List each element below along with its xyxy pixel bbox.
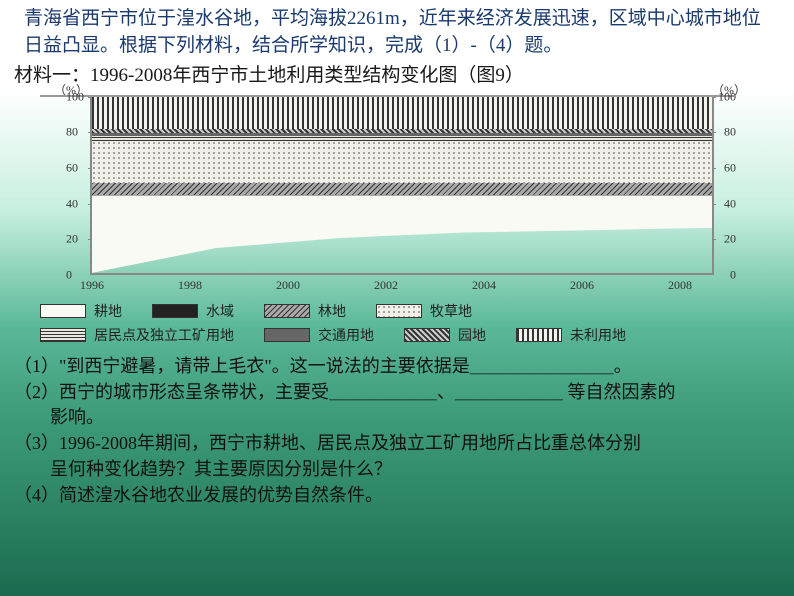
yl-100: 100	[66, 89, 84, 104]
label-unused: 未利用地	[570, 325, 626, 345]
axis-right	[712, 97, 714, 275]
legend-pasture: 牧草地	[376, 301, 472, 321]
band-pasture	[92, 141, 712, 183]
chart-container: （%） （%） 100 80 60 40 20 0 100 80 60 40 2…	[40, 95, 734, 295]
question-3b: 呈何种变化趋势？其主要原因分别是什么？	[14, 457, 780, 482]
yr-20: 20	[724, 232, 736, 247]
legend-unused: 未利用地	[516, 325, 626, 345]
swatch-water	[152, 304, 198, 318]
yl-60: 60	[66, 161, 78, 176]
yr-60: 60	[724, 161, 736, 176]
question-1: （1）"到西宁避暑，请带上毛衣"。这一说法的主要依据是＿＿＿＿＿＿＿＿。	[14, 354, 780, 379]
yl-0: 0	[66, 268, 72, 283]
legend: 耕地 水域 林地 牧草地 居民点及独立工矿用地 交通用地 园地 未利用地	[40, 301, 754, 345]
swatch-unused	[516, 328, 562, 342]
legend-traffic: 交通用地	[264, 325, 374, 345]
x-2004: 2004	[472, 278, 496, 293]
band-unused	[92, 97, 712, 129]
plot-area	[92, 97, 712, 275]
swatch-pasture	[376, 304, 422, 318]
x-2002: 2002	[374, 278, 398, 293]
x-2000: 2000	[276, 278, 300, 293]
question-2b: 影响。	[14, 405, 780, 430]
tickr	[712, 97, 716, 98]
band-farmland-wrap	[92, 195, 712, 272]
yr-40: 40	[724, 196, 736, 211]
band-farmland	[92, 195, 712, 272]
label-farmland: 耕地	[94, 301, 122, 321]
label-forest: 林地	[318, 301, 346, 321]
legend-resident: 居民点及独立工矿用地	[40, 325, 234, 345]
material-title: 材料一：1996-2008年西宁市土地利用类型结构变化图（图9）	[0, 61, 794, 91]
yr-80: 80	[724, 125, 736, 140]
questions: （1）"到西宁避暑，请带上毛衣"。这一说法的主要依据是＿＿＿＿＿＿＿＿。 （2）…	[0, 351, 794, 511]
legend-farmland: 耕地	[40, 301, 122, 321]
question-3a: （3）1996-2008年期间，西宁市耕地、居民点及独立工矿用地所占比重总体分别	[14, 431, 780, 456]
band-forest	[92, 183, 712, 195]
swatch-forest	[264, 304, 310, 318]
label-traffic: 交通用地	[318, 325, 374, 345]
stacked-chart: 100 80 60 40 20 0 100 80 60 40 20 0 1996…	[40, 95, 734, 295]
legend-garden: 园地	[404, 325, 486, 345]
tickl	[88, 168, 92, 169]
tickr	[712, 239, 716, 240]
tickr	[712, 204, 716, 205]
tickr	[712, 132, 716, 133]
swatch-traffic	[264, 328, 310, 342]
x-1998: 1998	[178, 278, 202, 293]
tickl	[88, 204, 92, 205]
tickl	[88, 239, 92, 240]
swatch-resident	[40, 328, 86, 342]
question-2a: （2）西宁的城市形态呈条带状，主要受＿＿＿＿＿＿、＿＿＿＿＿＿ 等自然因素的	[14, 380, 780, 405]
x-2008: 2008	[668, 278, 692, 293]
legend-water: 水域	[152, 301, 234, 321]
label-resident: 居民点及独立工矿用地	[94, 325, 234, 345]
intro-text: 青海省西宁市位于湟水谷地，平均海拔2261m，近年来经济发展迅速，区域中心城市地…	[0, 0, 794, 61]
yr-100: 100	[718, 89, 736, 104]
yl-40: 40	[66, 196, 78, 211]
legend-row-1: 耕地 水域 林地 牧草地	[40, 301, 754, 321]
yr-0: 0	[730, 268, 736, 283]
question-4: （4）简述湟水谷地农业发展的优势自然条件。	[14, 483, 780, 508]
x-2006: 2006	[570, 278, 594, 293]
label-water: 水域	[206, 301, 234, 321]
legend-forest: 林地	[264, 301, 346, 321]
label-pasture: 牧草地	[430, 301, 472, 321]
tickr	[712, 168, 716, 169]
label-garden: 园地	[458, 325, 486, 345]
x-1996: 1996	[80, 278, 104, 293]
yl-20: 20	[66, 232, 78, 247]
yl-80: 80	[66, 125, 78, 140]
tickl	[88, 97, 92, 98]
swatch-garden	[404, 328, 450, 342]
legend-row-2: 居民点及独立工矿用地 交通用地 园地 未利用地	[40, 325, 754, 345]
tickl	[88, 132, 92, 133]
swatch-farmland	[40, 304, 86, 318]
